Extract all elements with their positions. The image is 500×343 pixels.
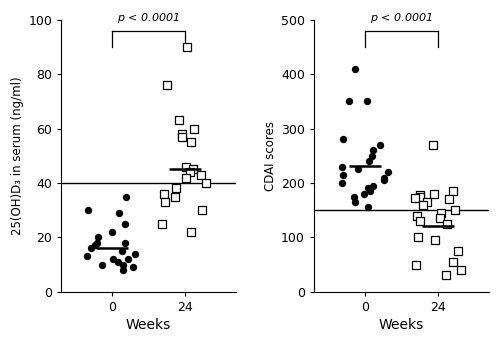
Point — [158, 221, 166, 226]
Point — [186, 169, 194, 175]
Point — [376, 142, 384, 147]
Point — [83, 253, 91, 259]
Point — [93, 240, 101, 246]
Point — [178, 131, 186, 137]
Point — [338, 164, 345, 169]
Point — [122, 240, 130, 246]
Point — [365, 158, 373, 164]
Point — [416, 194, 424, 199]
Text: $p$ < 0.0001: $p$ < 0.0001 — [118, 11, 180, 25]
Point — [198, 208, 206, 213]
Point — [445, 197, 453, 202]
Point — [174, 118, 182, 123]
Point — [350, 199, 358, 205]
Point — [120, 262, 128, 267]
Point — [458, 267, 466, 273]
Point — [364, 205, 372, 210]
Point — [94, 235, 102, 240]
Point — [339, 137, 347, 142]
Point — [108, 229, 116, 235]
Point — [202, 180, 210, 186]
Point — [451, 208, 459, 213]
Point — [122, 194, 130, 199]
Point — [119, 267, 127, 273]
Point — [442, 273, 450, 278]
Point — [380, 175, 388, 180]
Point — [428, 142, 436, 147]
Y-axis label: CDAI scores: CDAI scores — [264, 121, 277, 191]
Point — [338, 180, 346, 186]
Point — [84, 208, 92, 213]
Point — [188, 229, 196, 235]
Point — [114, 259, 122, 264]
Point — [364, 186, 372, 191]
Point — [178, 134, 186, 140]
Point — [124, 256, 132, 262]
Point — [366, 188, 374, 194]
Point — [443, 221, 451, 226]
Point — [190, 126, 198, 131]
Point — [418, 202, 426, 208]
Point — [121, 221, 129, 226]
Point — [384, 169, 392, 175]
Point — [380, 177, 388, 183]
Point — [183, 44, 191, 50]
Point — [411, 196, 419, 201]
Point — [362, 99, 370, 104]
Point — [449, 259, 457, 264]
Point — [416, 192, 424, 198]
Point — [92, 243, 100, 248]
Point — [454, 248, 462, 254]
Y-axis label: 25(OH)D₃ in serum (ng/ml): 25(OH)D₃ in serum (ng/ml) — [11, 76, 24, 235]
X-axis label: Weeks: Weeks — [126, 318, 171, 332]
X-axis label: Weeks: Weeks — [379, 318, 424, 332]
Point — [412, 262, 420, 267]
Point — [188, 167, 196, 172]
Point — [436, 215, 444, 221]
Point — [98, 262, 106, 267]
Point — [416, 218, 424, 224]
Point — [431, 237, 439, 243]
Point — [414, 235, 422, 240]
Point — [338, 172, 346, 178]
Point — [87, 246, 95, 251]
Point — [160, 191, 168, 197]
Point — [182, 175, 190, 180]
Point — [187, 139, 195, 145]
Point — [438, 210, 446, 216]
Point — [369, 183, 377, 188]
Point — [109, 256, 117, 262]
Point — [162, 199, 170, 205]
Point — [115, 210, 123, 216]
Point — [171, 194, 179, 199]
Point — [354, 167, 362, 172]
Point — [412, 213, 420, 218]
Text: $p$ < 0.0001: $p$ < 0.0001 — [370, 11, 433, 25]
Point — [430, 191, 438, 197]
Point — [360, 191, 368, 197]
Point — [182, 164, 190, 169]
Point — [369, 147, 377, 153]
Point — [130, 264, 138, 270]
Point — [172, 186, 180, 191]
Point — [368, 153, 376, 158]
Point — [196, 172, 204, 178]
Point — [350, 194, 358, 199]
Point — [424, 199, 432, 205]
Point — [350, 66, 358, 71]
Point — [132, 251, 140, 256]
Point — [163, 82, 171, 88]
Point — [448, 188, 456, 194]
Point — [346, 99, 354, 104]
Point — [118, 248, 126, 254]
